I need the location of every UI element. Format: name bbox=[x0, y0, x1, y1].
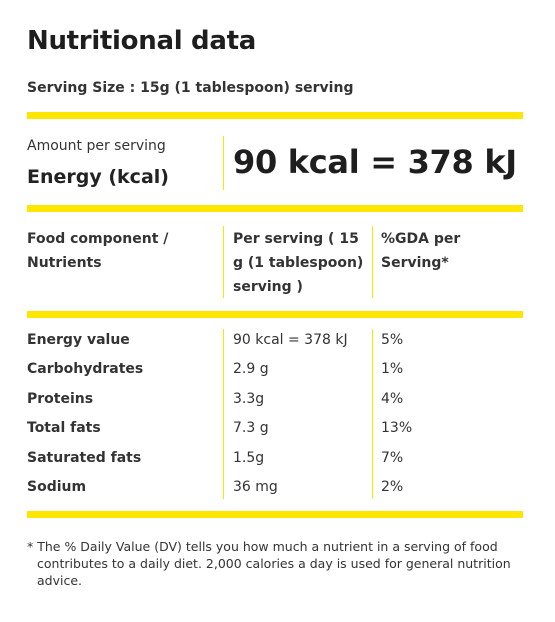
serving-size: Serving Size : 15g (1 tablespoon) servin… bbox=[27, 80, 354, 96]
nutrient-value: 1.5g bbox=[233, 449, 265, 466]
nutrient-name: Saturated fats bbox=[27, 449, 142, 466]
nutrient-name: Carbohydrates bbox=[27, 361, 144, 378]
nutrient-value: 36 mg bbox=[233, 478, 278, 495]
column-divider bbox=[372, 329, 373, 499]
table-row: Saturated fats 1.5g 7% bbox=[27, 447, 523, 476]
energy-label: Energy (kcal) bbox=[27, 166, 169, 188]
nutrient-gda: 5% bbox=[381, 332, 404, 348]
nutrient-table: Energy value 90 kcal = 378 kJ 5% Carbohy… bbox=[27, 329, 523, 505]
nutrient-name: Energy value bbox=[27, 332, 130, 348]
nutrient-name: Proteins bbox=[27, 390, 94, 407]
divider-bar bbox=[27, 112, 523, 119]
table-row: Total fats 7.3 g 13% bbox=[27, 417, 523, 446]
column-divider bbox=[223, 226, 224, 298]
amount-per-serving-label: Amount per serving bbox=[27, 138, 166, 154]
nutrient-gda: 13% bbox=[381, 420, 413, 437]
header-per-serving: Per serving ( 15 g (1 tablespoon) servin… bbox=[233, 231, 364, 295]
footnote: * The % Daily Value (DV) tells you how m… bbox=[27, 539, 511, 588]
divider-bar bbox=[27, 311, 523, 318]
page-title: Nutritional data bbox=[27, 26, 256, 56]
nutrient-gda: 1% bbox=[381, 361, 404, 378]
nutrient-name: Total fats bbox=[27, 420, 101, 437]
column-divider bbox=[223, 329, 224, 499]
nutrient-gda: 4% bbox=[381, 390, 404, 407]
nutrient-value: 90 kcal = 378 kJ bbox=[233, 332, 348, 348]
divider-bar bbox=[27, 205, 523, 212]
header-gda: %GDA per Serving* bbox=[381, 231, 461, 271]
nutrient-value: 7.3 g bbox=[233, 420, 269, 437]
header-food-component: Food component / Nutrients bbox=[27, 231, 169, 271]
nutrient-value: 2.9 g bbox=[233, 361, 269, 378]
table-row: Carbohydrates 2.9 g 1% bbox=[27, 358, 523, 387]
column-divider bbox=[372, 226, 373, 298]
divider-bar bbox=[27, 511, 523, 518]
nutrient-gda: 2% bbox=[381, 478, 404, 495]
table-row: Sodium 36 mg 2% bbox=[27, 476, 523, 505]
table-row: Proteins 3.3g 4% bbox=[27, 388, 523, 417]
table-row: Energy value 90 kcal = 378 kJ 5% bbox=[27, 329, 523, 358]
column-divider bbox=[223, 136, 224, 190]
energy-value: 90 kcal = 378 kJ bbox=[233, 143, 517, 181]
nutrient-value: 3.3g bbox=[233, 390, 265, 407]
nutrient-name: Sodium bbox=[27, 478, 87, 495]
nutrient-gda: 7% bbox=[381, 449, 404, 466]
